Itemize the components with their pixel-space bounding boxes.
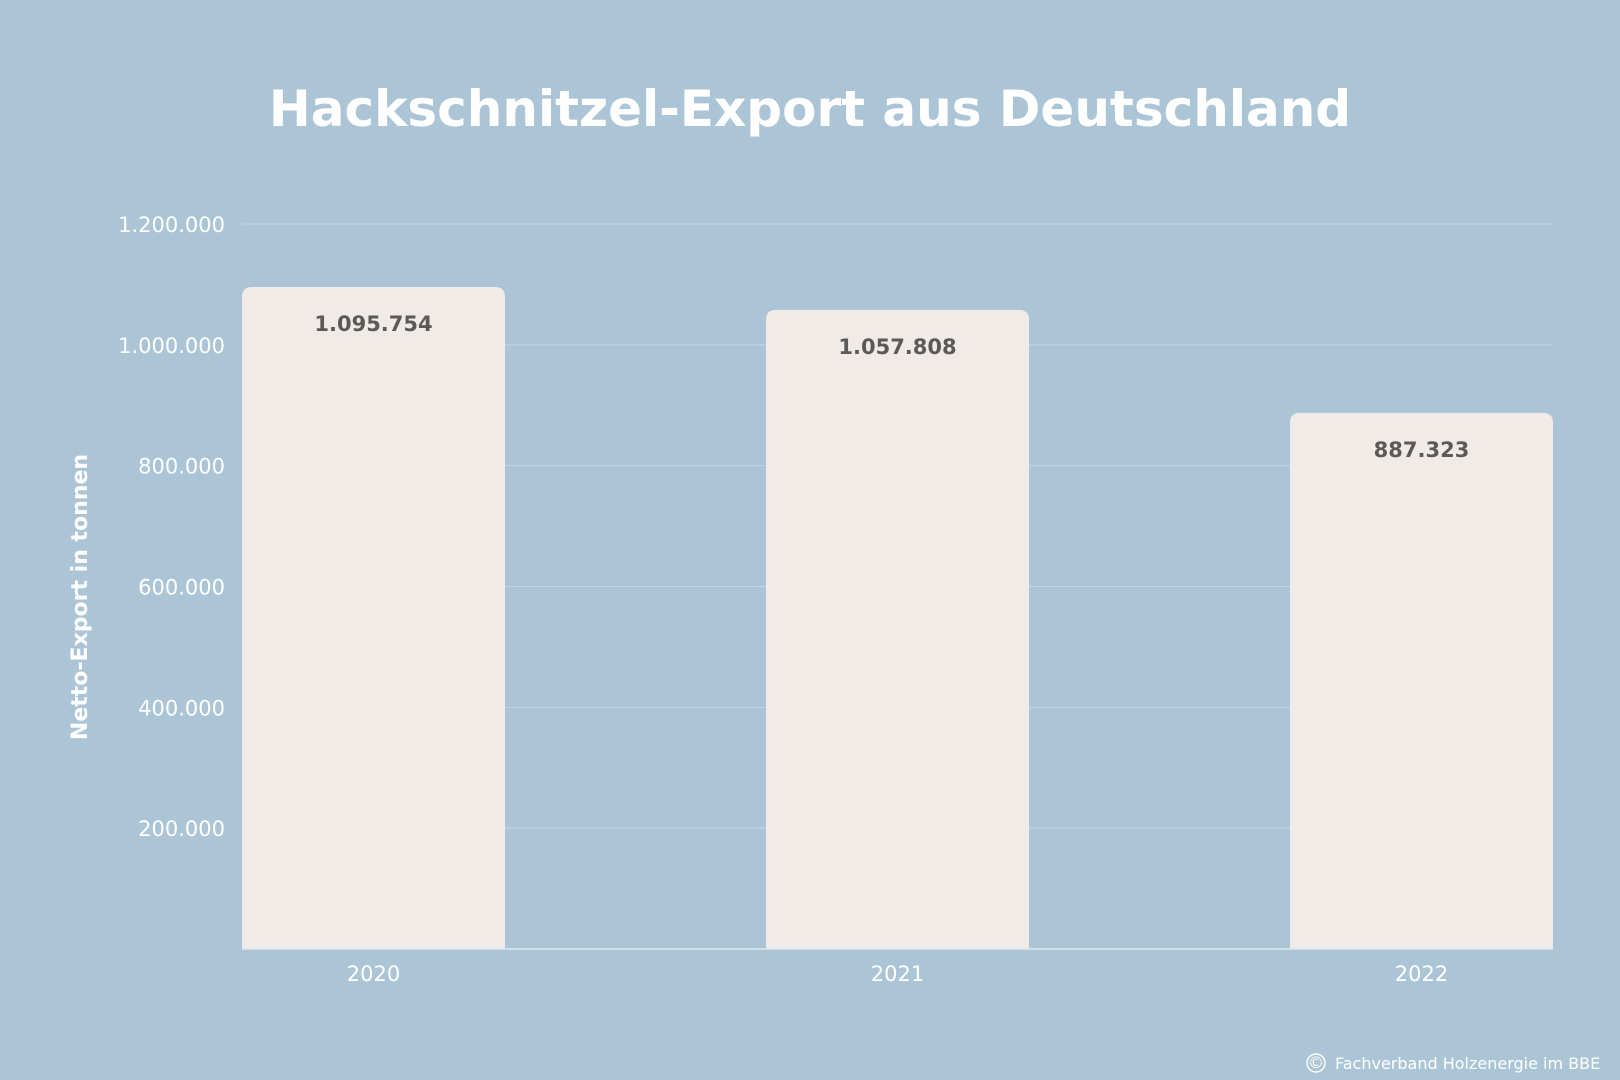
y-tick-label: 1.000.000 bbox=[118, 334, 225, 358]
y-tick-label: 200.000 bbox=[138, 817, 225, 841]
y-axis-label: Netto-Export in tonnen bbox=[68, 454, 93, 740]
copyright-symbol: © bbox=[1308, 1053, 1324, 1072]
y-axis-ticks: 200.000 400.000 600.000 800.000 1.000.000 1.2… bbox=[118, 213, 225, 841]
footer-text: Fachverband Holzenergie im BBE bbox=[1335, 1054, 1600, 1073]
x-tick-label: 2021 bbox=[871, 962, 924, 986]
x-tick-label: 2022 bbox=[1395, 962, 1448, 986]
y-tick-label: 1.200.000 bbox=[118, 213, 225, 237]
bar-2022 bbox=[1290, 412, 1553, 949]
y-tick-label: 600.000 bbox=[138, 576, 225, 600]
value-label: 1.095.754 bbox=[314, 312, 432, 336]
value-label: 887.323 bbox=[1374, 438, 1470, 462]
y-tick-label: 400.000 bbox=[138, 696, 225, 720]
bar-2020 bbox=[242, 286, 505, 950]
footer-credit: © Fachverband Holzenergie im BBE bbox=[1306, 1053, 1600, 1073]
x-tick-label: 2020 bbox=[347, 962, 400, 986]
x-axis-ticks: 2020 2021 2022 bbox=[347, 962, 1448, 986]
chart-title: Hackschnitzel-Export aus Deutschland bbox=[269, 80, 1351, 138]
y-tick-label: 800.000 bbox=[138, 455, 225, 479]
bar-2021 bbox=[766, 309, 1029, 949]
copyright-icon bbox=[1306, 1053, 1326, 1073]
bars bbox=[242, 286, 1553, 950]
value-label: 1.057.808 bbox=[838, 335, 956, 359]
value-labels: 1.095.754 1.057.808 887.323 bbox=[314, 312, 1469, 462]
